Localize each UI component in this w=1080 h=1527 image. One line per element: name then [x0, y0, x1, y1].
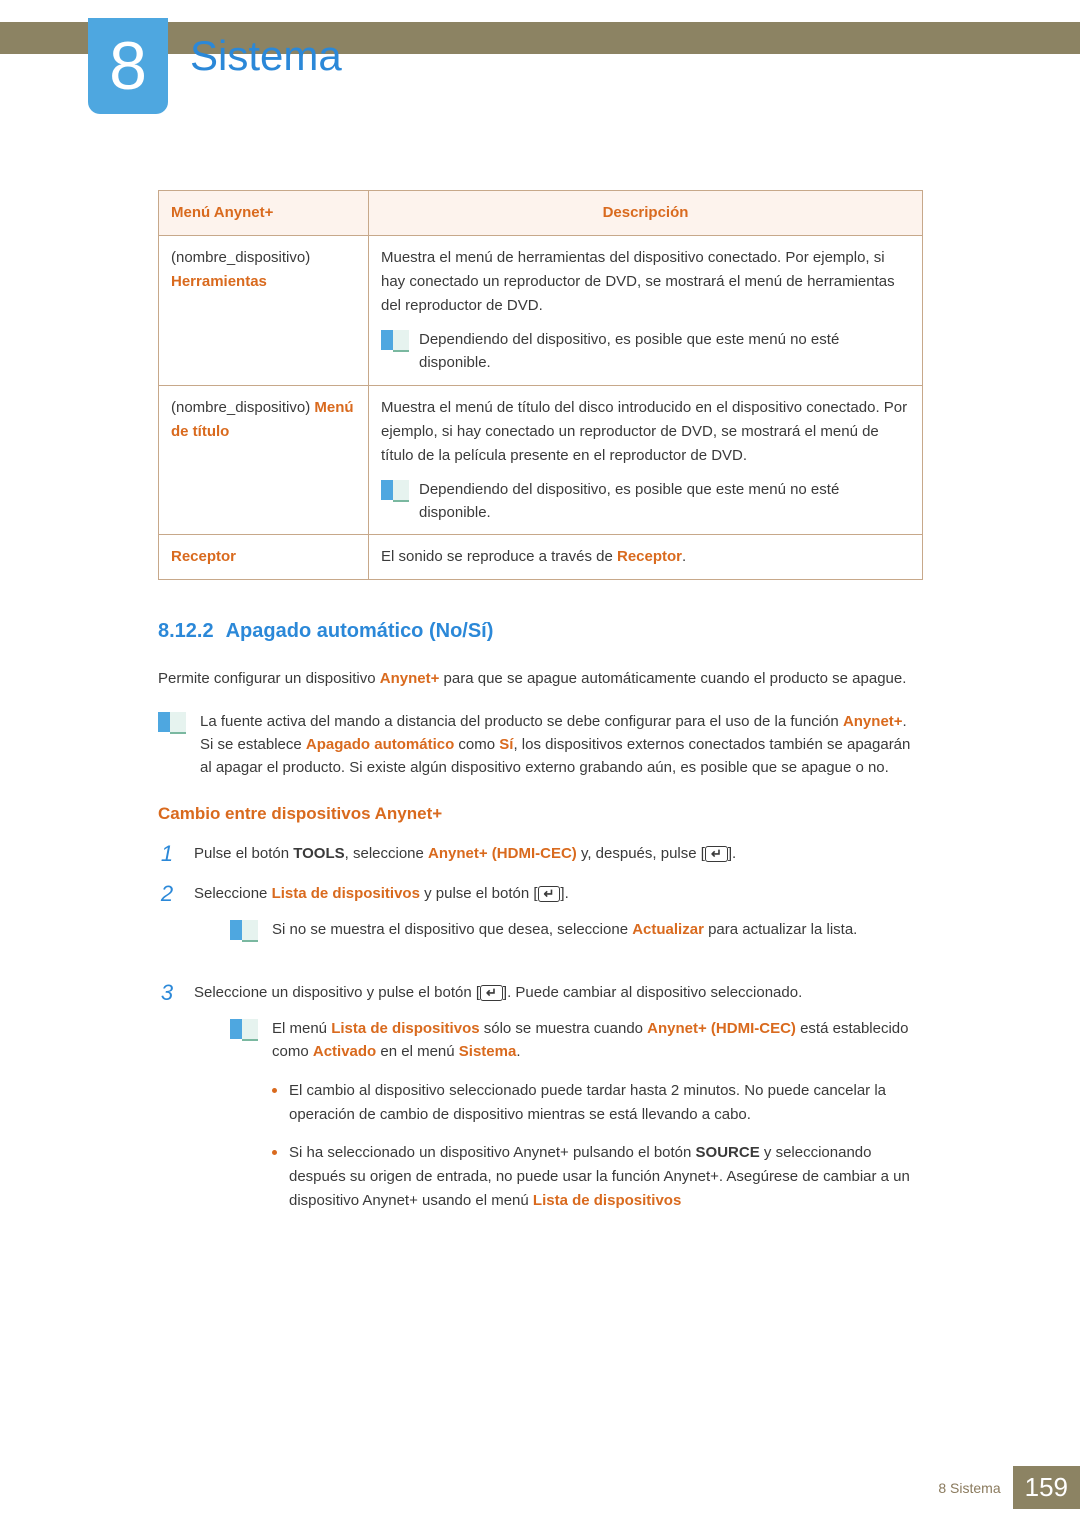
row-desc: Muestra el menú de título del disco intr…: [381, 399, 907, 464]
section-intro: Permite configurar un dispositivo Anynet…: [158, 667, 923, 692]
step3-callout: El menú Lista de dispositivos sólo se mu…: [230, 1017, 923, 1228]
enter-icon: [480, 985, 503, 1001]
step-2: 2 Seleccione Lista de dispositivos y pul…: [158, 882, 923, 965]
row-desc-pre: El sonido se reproduce a través de: [381, 548, 617, 565]
step-3: 3 Seleccione un dispositivo y pulse el b…: [158, 981, 923, 1228]
anynet-menu-table: Menú Anynet+ Descripción (nombre_disposi…: [158, 190, 923, 580]
step-body: Seleccione Lista de dispositivos y pulse…: [194, 882, 923, 965]
step-body: Seleccione un dispositivo y pulse el bot…: [194, 981, 923, 1228]
note: Dependiendo del dispositivo, es posible …: [381, 478, 910, 525]
row-label: Herramientas: [171, 273, 267, 290]
table-row: (nombre_dispositivo) Herramientas Muestr…: [159, 236, 923, 386]
row-desc-hl: Receptor: [617, 548, 682, 565]
chapter-title: Sistema: [190, 32, 342, 80]
section-title: Apagado automático (No/Sí): [226, 620, 494, 642]
step-num: 1: [158, 842, 176, 866]
bullet-dot-icon: [272, 1150, 277, 1155]
table-header-desc: Descripción: [369, 191, 923, 236]
sub-heading: Cambio entre dispositivos Anynet+: [158, 804, 923, 824]
table-header-menu: Menú Anynet+: [159, 191, 369, 236]
row-prefix: (nombre_dispositivo): [171, 399, 314, 416]
step-num: 2: [158, 882, 176, 906]
bullet-dot-icon: [272, 1088, 277, 1093]
row-desc: Muestra el menú de herramientas del disp…: [381, 249, 895, 314]
note-icon: [381, 480, 409, 500]
footer-chapter: 8 Sistema: [938, 1480, 1000, 1496]
note: Dependiendo del dispositivo, es posible …: [381, 328, 910, 375]
table-row: Receptor El sonido se reproduce a través…: [159, 535, 923, 580]
note-text: Dependiendo del dispositivo, es posible …: [419, 328, 910, 375]
note-icon: [381, 330, 409, 350]
page-footer: 8 Sistema 159: [0, 1466, 1080, 1509]
enter-icon: [538, 886, 561, 902]
row-prefix: (nombre_dispositivo): [171, 249, 310, 266]
chapter-tag: 8: [88, 18, 168, 114]
step-1: 1 Pulse el botón TOOLS, seleccione Anyne…: [158, 842, 923, 866]
footer-page: 159: [1013, 1466, 1080, 1509]
note-text: Dependiendo del dispositivo, es posible …: [419, 478, 910, 525]
section-callout: La fuente activa del mando a distancia d…: [158, 710, 923, 780]
callout-text: La fuente activa del mando a distancia d…: [200, 710, 923, 780]
content-area: Menú Anynet+ Descripción (nombre_disposi…: [158, 190, 923, 1243]
note-icon: [158, 712, 186, 732]
row-desc-post: .: [682, 548, 686, 565]
note-icon: [230, 1019, 258, 1039]
table-row: (nombre_dispositivo) Menú de título Mues…: [159, 385, 923, 535]
bullet-item: Si ha seleccionado un dispositivo Anynet…: [272, 1141, 923, 1213]
section-heading: 8.12.2 Apagado automático (No/Sí): [158, 620, 923, 643]
step2-note: Si no se muestra el dispositivo que dese…: [230, 918, 923, 941]
section-num: 8.12.2: [158, 620, 214, 642]
step-body: Pulse el botón TOOLS, seleccione Anynet+…: [194, 842, 923, 866]
bullet-item: El cambio al dispositivo seleccionado pu…: [272, 1079, 923, 1127]
row-label: Receptor: [171, 548, 236, 565]
step-num: 3: [158, 981, 176, 1005]
note-icon: [230, 920, 258, 940]
chapter-number: 8: [109, 32, 147, 100]
enter-icon: [705, 846, 728, 862]
